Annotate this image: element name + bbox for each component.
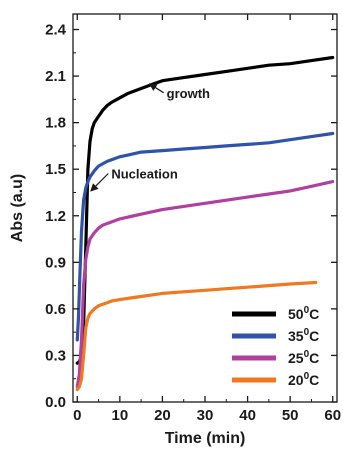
y-tick-label: 0.0 [45, 394, 66, 411]
y-tick-label: 0.3 [45, 347, 66, 364]
legend: 500C 350C 250C 200C [232, 305, 319, 388]
x-tick-label: 0 [73, 407, 81, 424]
legend-label: 250C [288, 349, 319, 366]
x-tick-label: 50 [282, 407, 299, 424]
legend-label: 500C [288, 305, 319, 322]
x-tick-label: 40 [239, 407, 256, 424]
x-tick-label: 30 [197, 407, 214, 424]
y-axis-label: Abs (a.u) [9, 174, 26, 242]
x-tick-label: 20 [154, 407, 171, 424]
legend-label: 350C [288, 327, 319, 344]
y-tick-label: 2.4 [45, 22, 67, 39]
annotation-label: Nucleation [111, 167, 178, 182]
y-tick-label: 1.5 [45, 161, 66, 178]
y-tick-label: 0.6 [45, 301, 66, 318]
x-axis-label: Time (min) [165, 430, 246, 447]
annotation-arrow [148, 83, 165, 94]
y-tick-label: 0.9 [45, 254, 66, 271]
series-line-2 [75, 180, 335, 389]
plot-lines [75, 55, 335, 392]
y-tick-label: 1.2 [45, 208, 66, 225]
annotation-arrow [90, 173, 109, 192]
x-tick-label: 60 [324, 407, 341, 424]
series-line-0 [75, 55, 335, 365]
y-tick-label: 2.1 [45, 68, 66, 85]
series-line-1 [75, 131, 335, 342]
x-tick-label: 10 [111, 407, 128, 424]
axes: 0.0 0.3 0.6 0.9 1.2 1.5 1.8 2.1 2.4 0 10 20 30 40 50 60… [9, 13, 341, 447]
y-tick-label: 1.8 [45, 115, 66, 132]
annotations: growth Nucleation [90, 83, 210, 192]
legend-label: 200C [288, 371, 319, 388]
annotation-label: growth [167, 86, 210, 101]
series-line-3 [75, 280, 318, 392]
